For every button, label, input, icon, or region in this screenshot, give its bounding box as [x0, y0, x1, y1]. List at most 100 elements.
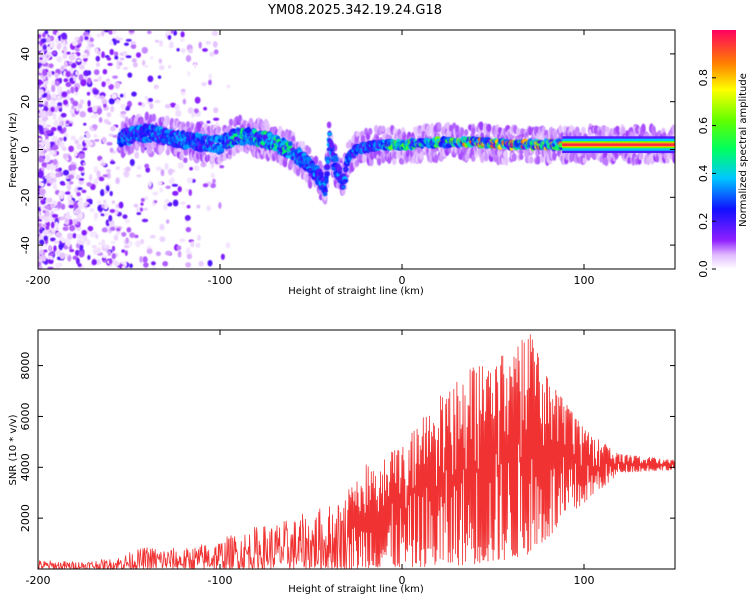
spectrogram-x-ticks: -200 -100 0 100: [26, 30, 595, 287]
heatmap-cell: [213, 107, 219, 114]
heatmap-cell: [82, 162, 86, 166]
heatmap-cell: [75, 257, 80, 265]
heatmap-cell: [110, 105, 115, 113]
heatmap-cell: [46, 183, 51, 187]
heatmap-cell: [116, 227, 121, 232]
heatmap-cell: [87, 77, 92, 85]
heatmap-cell: [66, 240, 71, 248]
heatmap-cell: [196, 204, 201, 209]
heatmap-cell: [153, 84, 159, 90]
heatmap-cell: [117, 37, 124, 41]
heatmap-cell: [41, 116, 48, 122]
heatmap-cell: [202, 183, 209, 188]
heatmap-cell: [62, 226, 69, 231]
heatmap-cell: [434, 154, 439, 164]
heatmap-cell: [193, 108, 199, 114]
heatmap-cell: [119, 57, 125, 61]
colorbar-tick-label: 0.2: [697, 212, 710, 230]
heatmap-cell: [102, 69, 108, 75]
heatmap-cell: [62, 53, 67, 60]
heatmap-cell: [38, 258, 41, 263]
heatmap-cell: [130, 41, 136, 45]
heatmap-cell: [105, 185, 110, 192]
heatmap-cell: [120, 110, 127, 115]
heatmap-cell: [179, 238, 186, 243]
heatmap-cell: [86, 91, 91, 96]
heatmap-cell: [109, 48, 114, 56]
heatmap-cell: [93, 69, 100, 76]
heatmap-cell: [59, 141, 65, 149]
heatmap-cell: [203, 106, 207, 111]
heatmap-cell: [60, 203, 66, 210]
heatmap-cell: [81, 147, 88, 151]
heatmap-cell: [88, 173, 93, 182]
heatmap-cell: [97, 242, 105, 246]
heatmap-cell: [105, 168, 111, 173]
heatmap-cell: [124, 250, 128, 256]
heatmap-cell: [341, 185, 346, 190]
heatmap-cell: [105, 80, 111, 86]
heatmap-cell: [86, 239, 91, 246]
heatmap-cell: [122, 66, 129, 70]
heatmap-cell: [47, 259, 52, 264]
heatmap-cell: [58, 243, 65, 249]
heatmap-cell: [71, 113, 76, 118]
heatmap-cell: [95, 62, 101, 68]
heatmap-cell: [324, 171, 331, 177]
heatmap-cell: [287, 141, 293, 147]
heatmap-cell: [96, 247, 101, 254]
heatmap-cell: [42, 210, 46, 214]
heatmap-cell: [419, 152, 424, 160]
heatmap-cell: [110, 226, 116, 231]
heatmap-cell: [45, 54, 50, 58]
heatmap-cell: [169, 102, 177, 108]
heatmap-cell: [114, 55, 119, 60]
spectrogram-y-tick-label: -40: [19, 236, 32, 254]
heatmap-cell: [42, 44, 47, 51]
heatmap-cell: [194, 96, 201, 104]
heatmap-cell: [93, 212, 99, 219]
heatmap-cell: [75, 106, 80, 112]
heatmap-cell: [118, 61, 123, 66]
heatmap-cell: [68, 180, 74, 185]
heatmap-cell: [78, 136, 85, 141]
heatmap-cell: [44, 175, 51, 179]
heatmap-cell: [313, 155, 319, 165]
heatmap-cell: [51, 214, 59, 218]
heatmap-cell: [88, 199, 93, 205]
heatmap-cell: [113, 51, 119, 57]
heatmap-cell: [198, 260, 204, 267]
heatmap-cell: [212, 41, 218, 48]
heatmap-cell: [89, 207, 95, 213]
heatmap-cell: [149, 56, 154, 60]
heatmap-cell: [94, 47, 99, 54]
heatmap-cell: [124, 219, 130, 224]
heatmap-cell: [53, 208, 58, 212]
heatmap-cell: [74, 47, 80, 52]
heatmap-cell: [135, 52, 142, 58]
heatmap-cell: [400, 157, 405, 165]
heatmap-cell: [154, 39, 160, 43]
snr-x-tick-label: -100: [208, 574, 233, 587]
heatmap-cell: [72, 75, 77, 82]
heatmap-cell: [53, 245, 57, 252]
heatmap-cell: [45, 111, 50, 117]
heatmap-cell: [45, 36, 51, 43]
heatmap-cell: [109, 190, 113, 197]
spectrogram-y-ticks: -40 -20 0 20 40: [19, 47, 675, 254]
snr-series-line: [38, 334, 675, 569]
heatmap-cell: [40, 199, 44, 205]
heatmap-cell: [108, 83, 114, 90]
heatmap-cell: [102, 255, 108, 259]
heatmap-cell: [92, 124, 98, 129]
heatmap-cell: [65, 70, 71, 78]
heatmap-cell: [50, 100, 56, 105]
heatmap-cell: [342, 178, 349, 183]
heatmap-cells: [38, 30, 675, 269]
heatmap-cell: [39, 215, 45, 220]
heatmap-cell: [54, 265, 61, 269]
heatmap-cell: [142, 256, 148, 263]
heatmap-cell: [96, 200, 102, 205]
heatmap-cell: [519, 153, 524, 161]
